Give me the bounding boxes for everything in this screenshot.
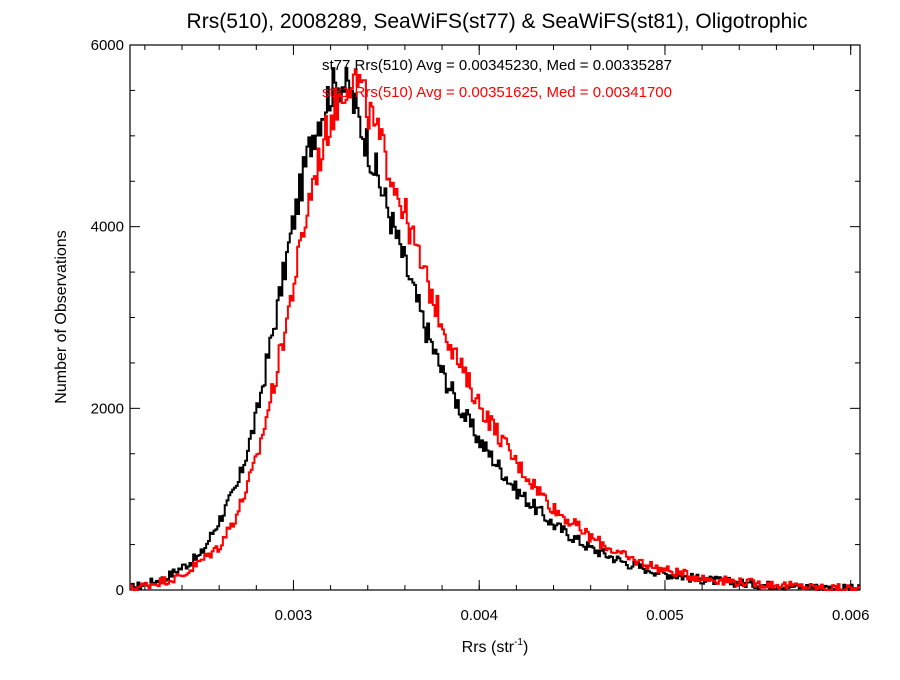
y-tick-label: 4000 [91,219,124,236]
x-axis-label-tail: ) [523,639,528,656]
y-axis-label: Number of Observations [53,230,70,403]
chart-title: Rrs(510), 2008289, SeaWiFS(st77) & SeaWi… [187,10,808,33]
x-tick-label: 0.004 [460,607,498,624]
histogram-st81 [130,68,860,591]
annotation-st81: st81 Rrs(510) Avg = 0.00351625, Med = 0.… [322,84,672,101]
x-tick-label: 0.006 [832,607,870,624]
y-tick-label: 2000 [91,400,124,417]
x-tick-label: 0.005 [646,607,684,624]
y-tick-label: 0 [116,582,124,599]
annotation-st77: st77 Rrs(510) Avg = 0.00345230, Med = 0.… [322,57,672,74]
x-tick-label: 0.003 [275,607,313,624]
axis-ticks: 0.003 0.004 0.005 0.006 0 2000 4000 6000 [91,37,870,624]
y-tick-label: 6000 [91,37,124,54]
x-axis-label-exponent: -1 [514,637,523,648]
x-axis-label: Rrs (str-1) [462,637,529,656]
x-axis-label-main: Rrs (str [462,639,515,656]
series-layer [130,66,860,591]
